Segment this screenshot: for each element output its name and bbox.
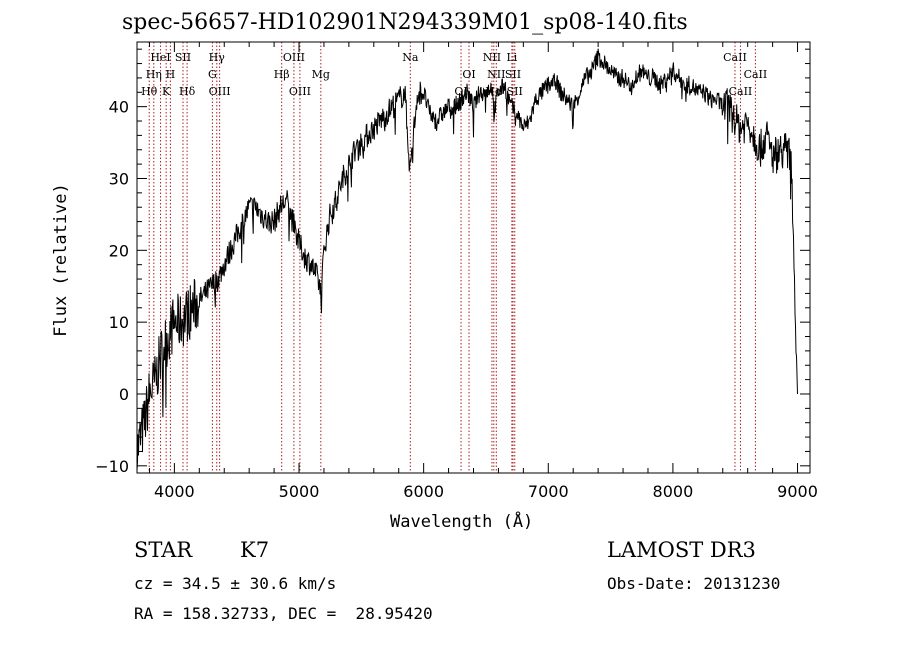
y-tick-label-40: 40 bbox=[109, 98, 129, 117]
spectral-line-label-13: Mg bbox=[312, 68, 330, 81]
x-tick-label-7000: 7000 bbox=[528, 482, 569, 501]
spectral-line-label-17: NII bbox=[483, 51, 501, 64]
spectrum-line bbox=[136, 48, 798, 471]
spectral-line-label-8: G bbox=[208, 68, 217, 81]
y-tick-label-30: 30 bbox=[109, 169, 129, 188]
spectral-line-label-25: CaII bbox=[744, 68, 768, 81]
spectral-line-label-22: SII bbox=[507, 85, 523, 98]
x-tick-label-8000: 8000 bbox=[653, 482, 694, 501]
spectral-line-label-6: Hδ bbox=[179, 85, 196, 98]
spectral-line-label-19: NII bbox=[487, 68, 505, 81]
spectral-line-label-5: SII bbox=[175, 51, 191, 64]
spectral-subclass: K7 bbox=[240, 538, 270, 562]
spectral-line-label-18: Hα bbox=[485, 85, 503, 98]
x-tick-label-5000: 5000 bbox=[279, 482, 320, 501]
x-tick-label-9000: 9000 bbox=[777, 482, 818, 501]
spectral-line-label-1: Hη bbox=[146, 68, 162, 81]
x-tick-label-6000: 6000 bbox=[403, 482, 444, 501]
spectral-line-label-11: OIII bbox=[283, 51, 305, 64]
y-tick-label--10: −10 bbox=[95, 457, 129, 476]
ra-dec: RA = 158.32733, DEC = 28.95420 bbox=[134, 604, 433, 623]
spectral-line-label-14: Na bbox=[402, 51, 419, 64]
y-tick-label-20: 20 bbox=[109, 241, 129, 260]
spectral-line-label-12: OIII bbox=[289, 85, 311, 98]
spectral-line-label-10: Hβ bbox=[274, 68, 290, 81]
spectrum-series bbox=[136, 48, 798, 471]
object-class: STAR bbox=[134, 538, 193, 562]
y-axis-label: Flux (relative) bbox=[50, 183, 71, 337]
spectral-line-labels: HθHηHeIKHSIIHδHγGOIIIHβOIIIOIIIMgNaOIOIN… bbox=[141, 51, 767, 98]
spectral-line-label-20: Li bbox=[506, 51, 517, 64]
spectral-line-label-23: CaII bbox=[723, 51, 747, 64]
spectral-line-label-3: K bbox=[162, 85, 171, 98]
tick-labels: 4000 5000 6000 7000 8000 9000 −10 0 10 20 30 40 bbox=[95, 98, 818, 501]
spectral-line-label-16: OI bbox=[462, 68, 475, 81]
spectral-line-label-21: SII bbox=[505, 68, 521, 81]
spectral-line-label-4: H bbox=[166, 68, 176, 81]
y-tick-label-0: 0 bbox=[119, 385, 129, 404]
spectral-line-label-7: Hγ bbox=[209, 51, 226, 64]
spectral-line-label-0: Hθ bbox=[141, 85, 158, 98]
spectral-line-markers bbox=[148, 42, 756, 473]
x-tick-label-4000: 4000 bbox=[154, 482, 195, 501]
spectral-line-label-9: OIII bbox=[209, 85, 231, 98]
survey-name: LAMOST DR3 bbox=[607, 538, 756, 562]
chart-title: spec-56657-HD102901N294339M01_sp08-140.f… bbox=[122, 10, 688, 35]
obs-date: Obs-Date: 20131230 bbox=[607, 574, 781, 593]
spectral-line-label-15: OI bbox=[454, 85, 467, 98]
y-tick-label-10: 10 bbox=[109, 313, 129, 332]
axis-ticks bbox=[137, 42, 810, 473]
x-axis-label: Wavelength (Å) bbox=[390, 512, 534, 532]
spectral-line-label-2: HeI bbox=[150, 51, 170, 64]
spectral-line-label-24: CaII bbox=[729, 85, 753, 98]
redshift-velocity: cz = 34.5 ± 30.6 km/s bbox=[134, 574, 337, 593]
